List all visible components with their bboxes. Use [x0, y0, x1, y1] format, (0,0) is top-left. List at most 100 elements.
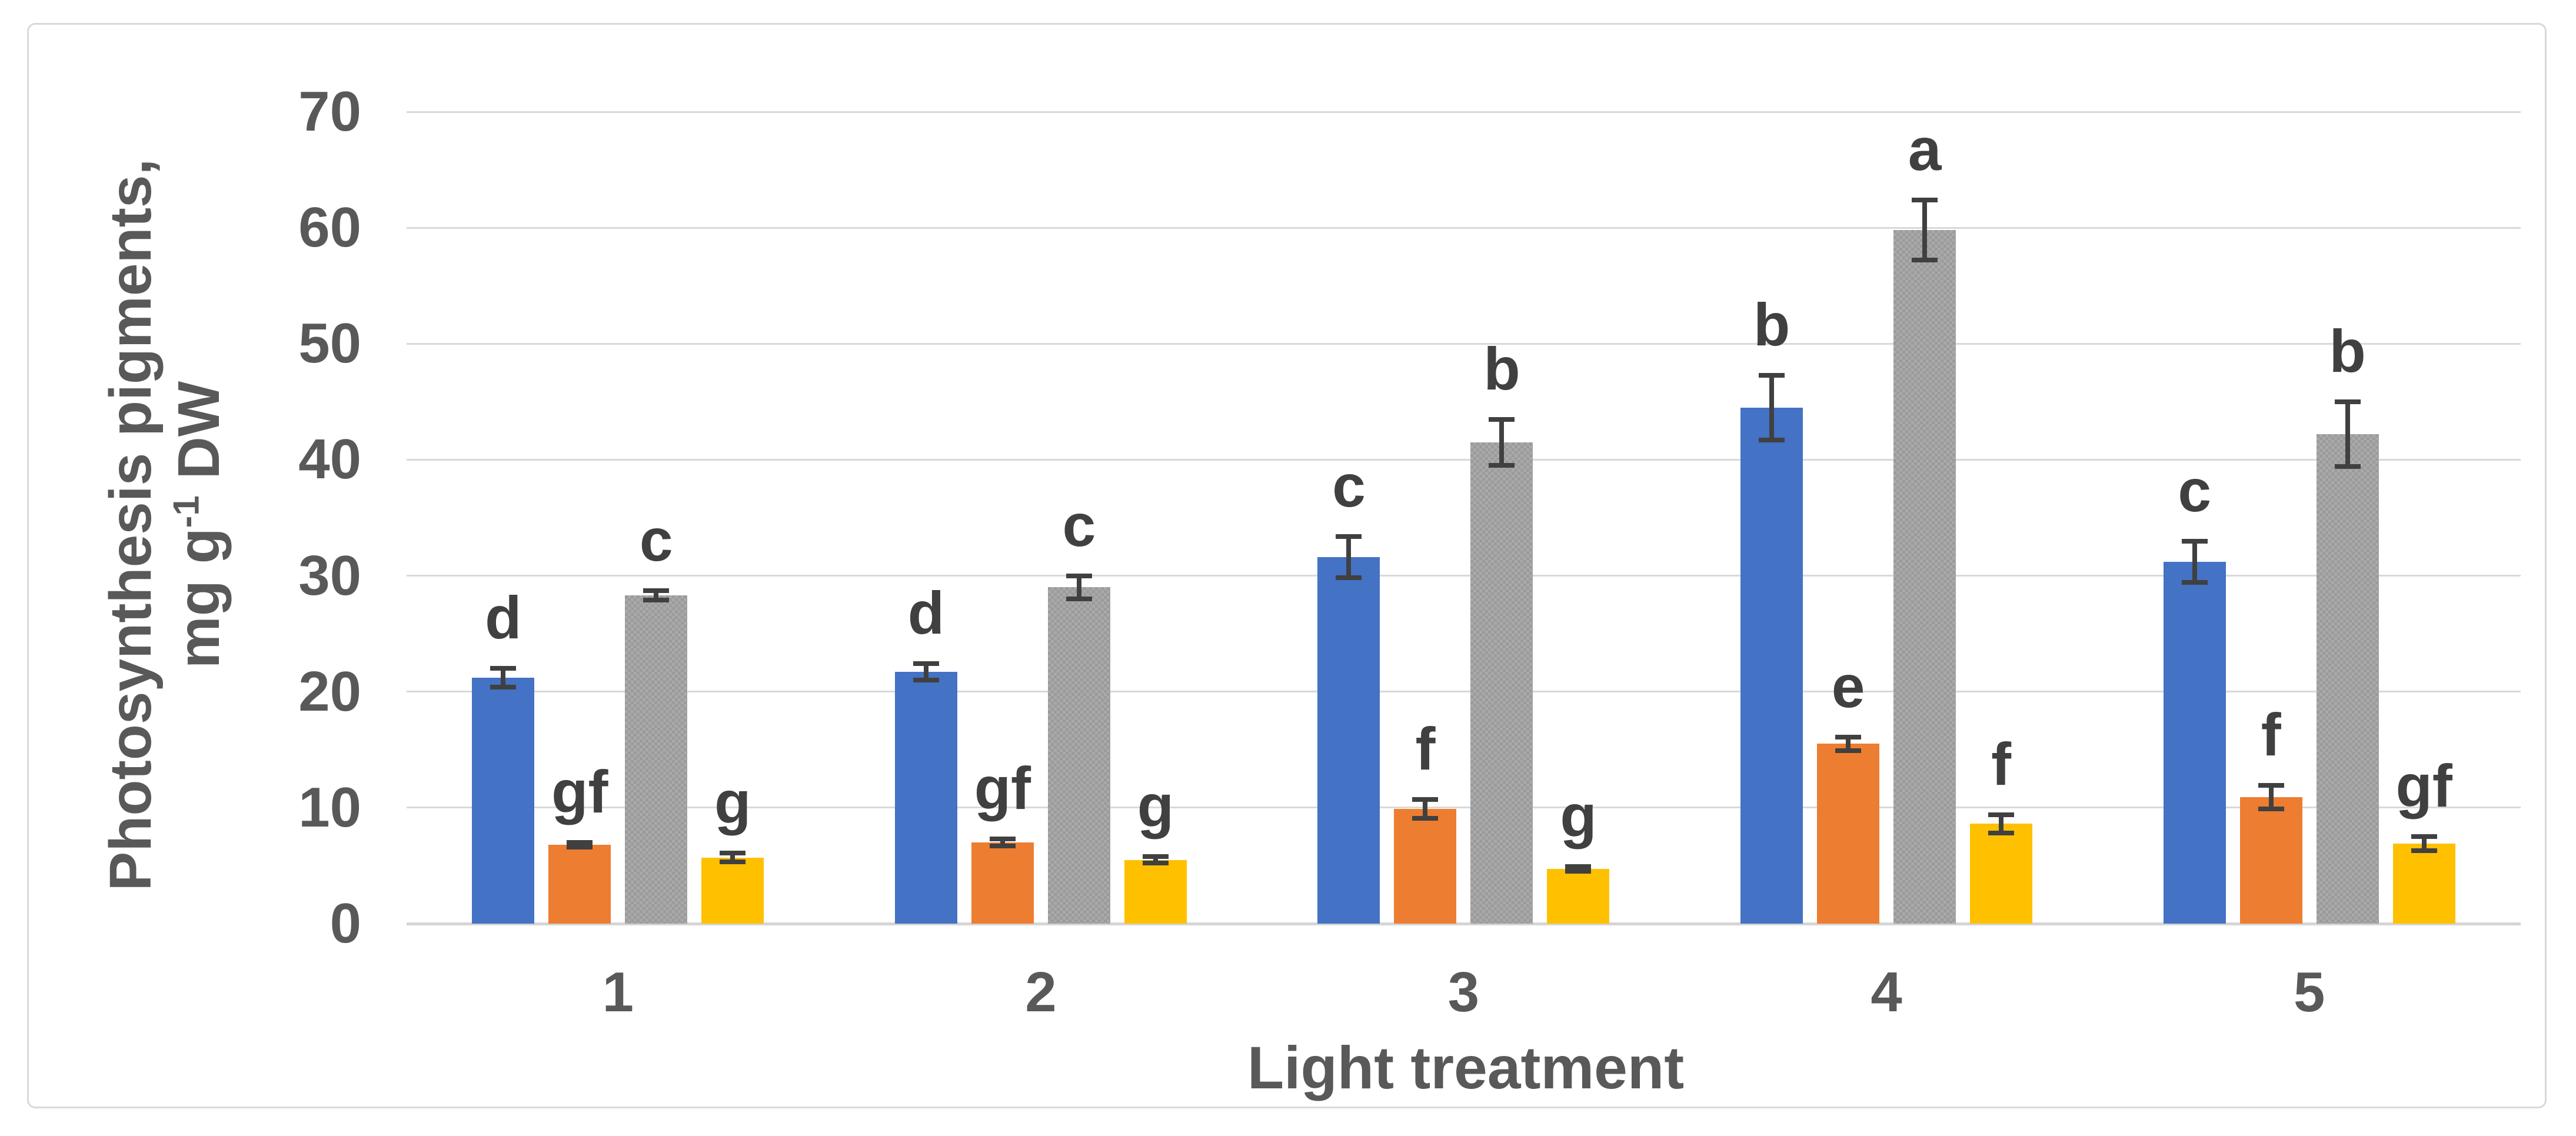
significance-letter-series-orange-group-3: f [1415, 715, 1436, 783]
bar-cell-series-yellow-group-4: f [1970, 112, 2033, 924]
x-tick-label-3: 3 [1447, 961, 1480, 1024]
bar-series-blue-group-4 [1740, 407, 1803, 924]
x-axis-title: Light treatment [1247, 1034, 1685, 1101]
error-bar-series-blue-group-3 [1346, 534, 1352, 581]
error-bar-series-blue-group-5 [2192, 538, 2197, 585]
bar-cell-series-blue-group-3: c [1317, 112, 1380, 924]
error-bar-series-gray-patterned-group-4 [1922, 197, 1928, 263]
error-cap-bottom-series-gray-patterned-group-1 [643, 597, 670, 602]
significance-letter-series-gray-patterned-group-2: c [1062, 491, 1096, 559]
error-cap-top-series-orange-group-4 [1835, 734, 1862, 739]
x-axis-line [407, 922, 2521, 925]
bar-series-blue-group-1 [472, 678, 535, 924]
bar-cell-series-orange-group-3: f [1394, 112, 1457, 924]
gridline-y-70 [407, 111, 2521, 113]
significance-letter-series-yellow-group-5: gf [2395, 752, 2452, 820]
error-cap-top-series-gray-patterned-group-4 [1912, 197, 1938, 202]
bar-cell-series-yellow-group-5: gf [2392, 112, 2455, 924]
significance-letter-series-orange-group-4: e [1831, 652, 1865, 720]
bar-cell-series-blue-group-5: c [2163, 112, 2226, 924]
bar-cell-series-orange-group-5: f [2239, 112, 2302, 924]
bar-series-gray-patterned-group-2 [1047, 587, 1110, 924]
bar-cell-series-gray-patterned-group-1: c [625, 112, 688, 924]
y-tick-label-40: 40 [298, 428, 361, 491]
error-cap-top-series-gray-patterned-group-5 [2334, 399, 2361, 404]
error-cap-top-series-blue-group-4 [1759, 372, 1785, 378]
y-tick-label-20: 20 [298, 659, 361, 723]
x-tick-label-4: 4 [1871, 961, 1902, 1024]
bar-cell-series-yellow-group-1: g [701, 112, 764, 924]
bar-series-orange-group-4 [1817, 744, 1880, 924]
significance-letter-series-orange-group-1: gf [551, 758, 608, 826]
error-cap-top-series-orange-group-3 [1412, 797, 1439, 802]
error-cap-bottom-series-orange-group-5 [2258, 806, 2284, 811]
bar-series-orange-group-5 [2239, 797, 2302, 924]
significance-letter-series-blue-group-5: c [2178, 457, 2212, 524]
bar-series-gray-patterned-group-3 [1470, 442, 1533, 924]
significance-letter-series-yellow-group-4: f [1991, 730, 2012, 798]
error-cap-top-series-blue-group-2 [913, 661, 939, 667]
error-cap-top-series-yellow-group-2 [1142, 854, 1169, 859]
error-cap-bottom-series-blue-group-4 [1759, 437, 1785, 442]
error-bar-series-blue-group-4 [1769, 372, 1775, 442]
bar-series-orange-group-1 [548, 844, 611, 924]
y-tick-label-0: 0 [330, 892, 361, 955]
error-cap-bottom-series-orange-group-4 [1835, 748, 1862, 754]
gridline-y-40 [407, 458, 2521, 461]
significance-letter-series-orange-group-2: gf [974, 755, 1031, 822]
error-bar-series-orange-group-4 [1846, 734, 1851, 754]
error-cap-top-series-orange-group-1 [567, 840, 593, 845]
error-bar-series-gray-patterned-group-1 [654, 588, 659, 602]
bar-series-yellow-group-4 [1970, 824, 2033, 924]
y-tick-label-70: 70 [298, 80, 361, 143]
error-cap-bottom-series-yellow-group-1 [720, 860, 746, 865]
bar-series-blue-group-2 [894, 672, 957, 924]
gridline-y-50 [407, 342, 2521, 345]
error-cap-top-series-gray-patterned-group-1 [643, 588, 670, 594]
error-bar-series-orange-group-3 [1423, 797, 1428, 821]
error-cap-bottom-series-blue-group-2 [913, 677, 939, 682]
bar-series-gray-patterned-group-5 [2316, 434, 2379, 924]
significance-letter-series-gray-patterned-group-1: c [639, 507, 673, 574]
error-cap-top-series-yellow-group-5 [2411, 834, 2437, 839]
significance-letter-series-gray-patterned-group-3: b [1483, 335, 1520, 402]
error-bar-series-orange-group-2 [1000, 837, 1005, 848]
y-tick-label-60: 60 [298, 196, 361, 259]
error-bar-series-gray-patterned-group-2 [1076, 573, 1081, 601]
error-cap-bottom-series-blue-group-3 [1336, 575, 1362, 581]
bar-group-1: d gf c g [407, 112, 830, 924]
error-cap-bottom-series-yellow-group-4 [1988, 831, 2015, 836]
bar-cell-series-yellow-group-2: g [1124, 112, 1187, 924]
error-cap-top-series-orange-group-5 [2258, 783, 2284, 788]
x-tick-label-1: 1 [602, 961, 634, 1024]
chart-figure-border: Photosynthesis pigments, mg g-1 DW d gf c g… [27, 23, 2547, 1108]
significance-letter-series-gray-patterned-group-5: b [2329, 317, 2366, 385]
bar-group-5: c f b gf [2098, 112, 2521, 924]
bar-cell-series-orange-group-2: gf [971, 112, 1034, 924]
significance-letter-series-blue-group-3: c [1332, 452, 1366, 519]
error-bar-series-yellow-group-5 [2421, 834, 2427, 853]
significance-letter-series-yellow-group-1: g [714, 768, 751, 836]
bar-cell-series-gray-patterned-group-5: b [2316, 112, 2379, 924]
y-tick-label-30: 30 [298, 544, 361, 607]
error-cap-bottom-series-gray-patterned-group-3 [1489, 463, 1515, 468]
error-cap-top-series-yellow-group-3 [1565, 864, 1592, 870]
error-cap-bottom-series-yellow-group-2 [1142, 861, 1169, 866]
bar-series-blue-group-3 [1317, 557, 1380, 924]
bar-series-gray-patterned-group-1 [625, 595, 688, 924]
plot-area: d gf c g d gf c g c f b g b e a f c f b gf [407, 111, 2521, 925]
error-bar-series-blue-group-2 [923, 661, 928, 682]
gridline-y-60 [407, 226, 2521, 229]
error-bar-series-gray-patterned-group-5 [2345, 399, 2350, 469]
significance-letter-series-blue-group-2: d [907, 579, 945, 647]
bar-group-2: d gf c g [830, 112, 1253, 924]
significance-letter-series-yellow-group-2: g [1137, 772, 1174, 839]
significance-letter-series-orange-group-5: f [2261, 701, 2281, 769]
bar-cell-series-gray-patterned-group-2: c [1047, 112, 1110, 924]
bar-series-blue-group-5 [2163, 561, 2226, 924]
error-bar-series-yellow-group-2 [1153, 854, 1158, 866]
error-cap-bottom-series-gray-patterned-group-2 [1066, 596, 1092, 601]
error-cap-top-series-gray-patterned-group-2 [1066, 573, 1092, 578]
bar-cell-series-orange-group-4: e [1817, 112, 1880, 924]
